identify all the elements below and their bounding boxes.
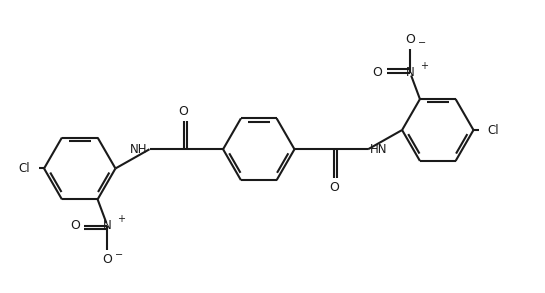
Text: HN: HN (370, 143, 387, 156)
Text: +: + (420, 61, 428, 71)
Text: −: − (115, 251, 123, 260)
Text: Cl: Cl (487, 124, 499, 137)
Text: −: − (417, 38, 426, 48)
Text: O: O (102, 253, 112, 266)
Text: O: O (70, 219, 80, 232)
Text: O: O (405, 33, 415, 46)
Text: N: N (103, 219, 112, 232)
Text: +: + (117, 214, 125, 224)
Text: Cl: Cl (19, 162, 31, 175)
Text: O: O (373, 66, 383, 79)
Text: N: N (405, 66, 414, 79)
Text: O: O (329, 180, 339, 194)
Text: NH: NH (130, 143, 148, 156)
Text: O: O (179, 105, 189, 118)
